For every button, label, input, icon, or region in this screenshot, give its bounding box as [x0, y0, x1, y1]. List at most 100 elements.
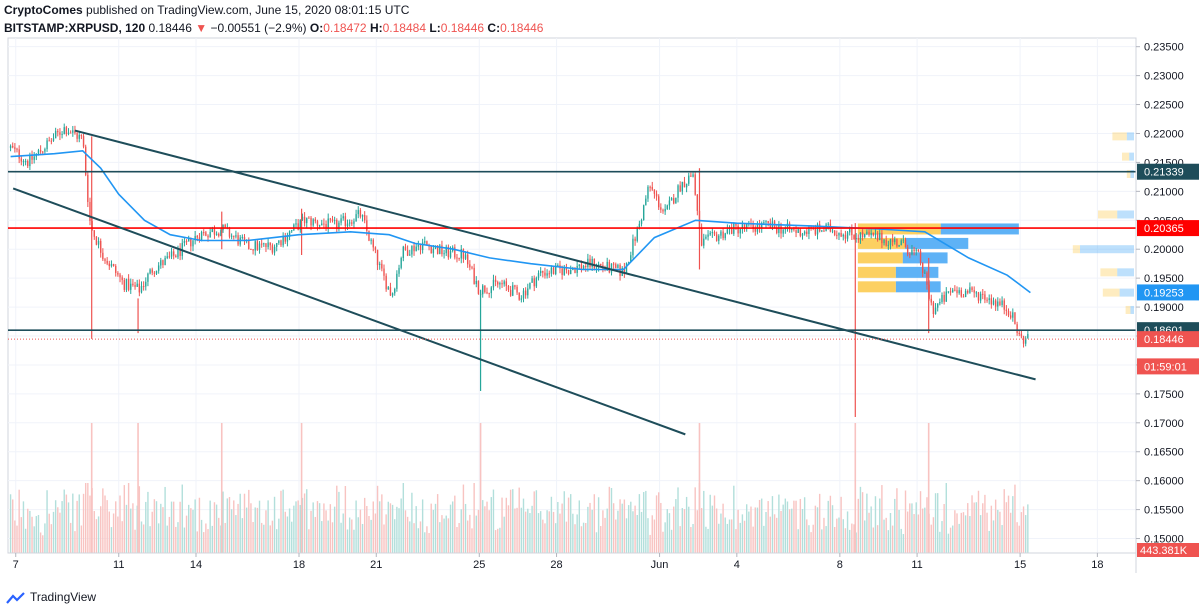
candle-body: [1005, 309, 1008, 311]
horizontal-levels[interactable]: [8, 170, 1136, 331]
volume-bar: [327, 520, 329, 553]
candlestick: [642, 204, 645, 221]
candle-body: [997, 301, 999, 307]
candlestick: [707, 230, 709, 241]
candle-body: [514, 285, 516, 287]
publisher-name[interactable]: CryptoComes: [4, 3, 83, 17]
candlestick: [778, 221, 780, 238]
candlestick: [87, 172, 89, 208]
candlestick: [518, 292, 520, 301]
volume-bar: [288, 508, 291, 553]
candlestick: [115, 264, 117, 277]
candle-body: [385, 275, 387, 290]
volume-bar: [89, 495, 91, 553]
candlestick: [183, 237, 186, 247]
candle-body: [89, 201, 91, 222]
volume-bar: [172, 501, 175, 553]
symbol-label[interactable]: BITSTAMP:XRPUSD, 120: [4, 21, 146, 35]
candlestick: [801, 232, 804, 240]
candlestick: [670, 197, 673, 201]
candle-body: [799, 229, 802, 236]
volume-bar: [911, 503, 913, 553]
candlestick: [424, 236, 426, 246]
volume-bar: [664, 522, 666, 553]
trend-lines[interactable]: [12, 129, 1036, 436]
candle-body: [65, 127, 68, 135]
open-label: O:: [309, 21, 324, 35]
candle-body: [162, 260, 164, 266]
candlestick: [147, 272, 149, 287]
candlestick: [836, 230, 838, 240]
candle-body: [1020, 333, 1023, 337]
candle-body: [962, 296, 965, 298]
publish-info: published on TradingView.com, June 15, 2…: [86, 3, 410, 17]
candle-body: [806, 231, 808, 235]
candle-body: [535, 277, 538, 287]
candle-body: [902, 239, 905, 241]
candle-body: [48, 140, 50, 142]
volume-bar: [889, 513, 892, 553]
candle-body: [417, 245, 420, 247]
price-tick-label: 0.23500: [1144, 42, 1184, 54]
candle-body: [550, 267, 553, 274]
candle-body: [761, 223, 763, 229]
price-badge-bg: [1137, 284, 1199, 301]
candle-body: [69, 132, 72, 134]
volume-bar: [780, 511, 782, 553]
volume-bar: [694, 487, 696, 553]
volume-bar: [250, 503, 252, 553]
volume-bar: [76, 500, 78, 553]
volume-profile-up: [1130, 169, 1134, 178]
candle-body: [709, 232, 711, 235]
candlestick: [956, 286, 958, 298]
candlestick: [230, 233, 233, 240]
candlestick: [552, 266, 555, 275]
volume-label: 443.381K: [1140, 545, 1188, 557]
candlestick: [548, 270, 550, 278]
candlestick: [170, 247, 173, 260]
volume-bar: [954, 510, 956, 553]
candle-body: [33, 156, 35, 160]
candle-body: [316, 221, 319, 226]
candle-body: [769, 223, 772, 229]
candle-body: [853, 235, 855, 240]
candlestick: [447, 244, 450, 260]
candlestick: [986, 297, 988, 303]
price-axis[interactable]: 0.235000.230000.225000.220000.215000.210…: [1135, 38, 1184, 573]
candlestick: [338, 220, 340, 232]
volume-profile-down: [1100, 268, 1118, 277]
volume-bar: [638, 494, 641, 553]
volume-bar: [102, 488, 104, 553]
candle-body: [321, 223, 323, 226]
candle-body: [941, 294, 943, 302]
trend-line[interactable]: [12, 187, 686, 436]
candle-body: [645, 198, 647, 206]
volume-bar: [585, 523, 587, 553]
candle-body: [121, 277, 123, 281]
volume-bar: [179, 501, 181, 553]
candle-body: [1018, 332, 1020, 334]
candlestick: [773, 219, 776, 228]
candle-body: [619, 264, 621, 276]
candlestick: [964, 288, 967, 298]
volume-bar: [430, 503, 432, 553]
candle-body: [108, 263, 110, 267]
candlestick: [945, 287, 947, 302]
price-badge-bg: [1137, 331, 1199, 348]
candle-body: [59, 132, 61, 135]
candlestick: [286, 232, 289, 247]
candlestick: [565, 263, 568, 274]
candle-body: [346, 223, 349, 227]
candle-body: [924, 272, 926, 274]
tradingview-footer[interactable]: TradingView: [6, 588, 96, 606]
candlestick: [383, 264, 385, 281]
candlestick: [915, 248, 917, 256]
candlestick: [471, 265, 473, 270]
candlestick: [930, 294, 932, 306]
trend-line[interactable]: [74, 129, 1036, 381]
time-axis[interactable]: 7 11 14 18 21 25 28 Jun 4 8 11 15 18: [8, 552, 1136, 571]
volume-bar: [439, 522, 441, 553]
candlestick: [488, 292, 490, 298]
candle-body: [351, 222, 353, 224]
